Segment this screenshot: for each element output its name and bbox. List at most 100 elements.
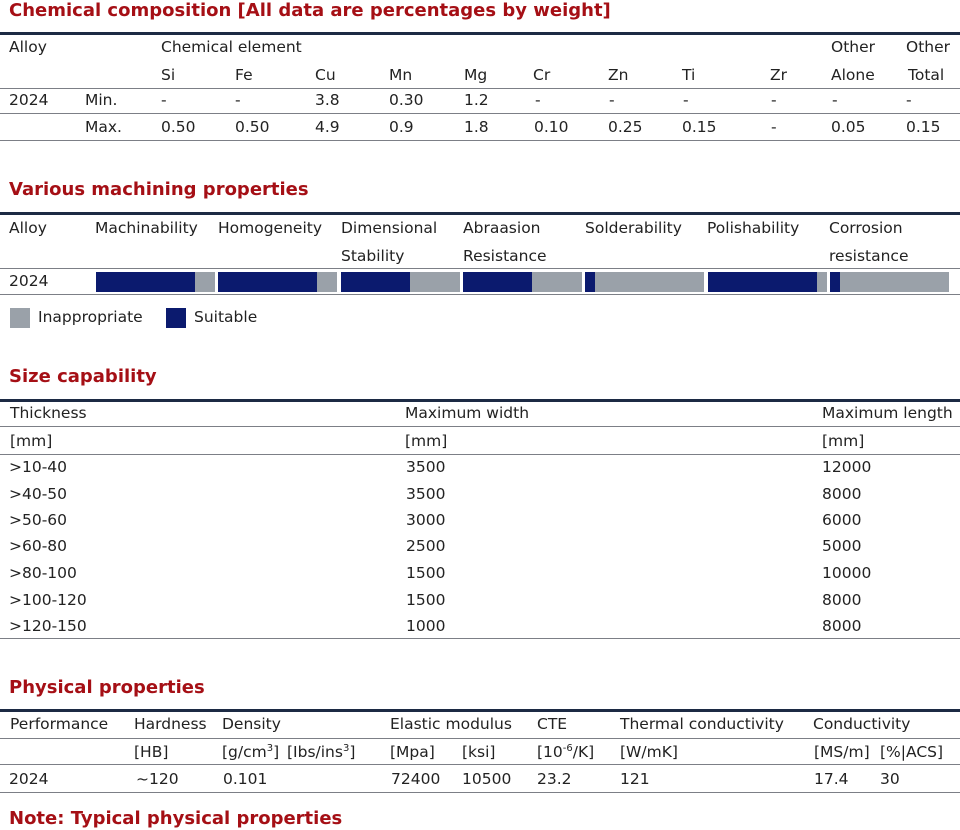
physical-unit-rule bbox=[0, 764, 960, 765]
chem-min-cr: - bbox=[535, 91, 541, 109]
physical-value-hardness: ~120 bbox=[136, 770, 179, 788]
physical-bottom-rule bbox=[0, 792, 960, 793]
legend-inappropriate-swatch bbox=[10, 308, 30, 328]
cte-unit-exp: -6 bbox=[562, 743, 573, 754]
size-unit-thickness: [mm] bbox=[10, 432, 53, 450]
size-row-4-width: 2500 bbox=[406, 537, 446, 555]
machining-alloy: 2024 bbox=[9, 272, 49, 290]
note-text: Note: Typical physical properties bbox=[9, 808, 343, 829]
chem-other-total-2: Total bbox=[908, 66, 945, 84]
size-row-4-thickness: >60-80 bbox=[9, 537, 68, 555]
cte-unit-end: /K] bbox=[572, 743, 595, 761]
size-row-7-width: 1000 bbox=[406, 617, 446, 635]
chem-min-label: Min. bbox=[85, 91, 118, 109]
physical-header-rule bbox=[0, 738, 960, 739]
chem-min-si: - bbox=[161, 91, 167, 109]
chem-element-zr: Zr bbox=[770, 66, 787, 84]
chem-max-mg: 1.8 bbox=[464, 118, 489, 136]
bar-dimensional-stability bbox=[341, 272, 460, 292]
chem-max-zn: 0.25 bbox=[608, 118, 643, 136]
chem-element-fe: Fe bbox=[235, 66, 253, 84]
chem-max-zr: - bbox=[771, 118, 777, 136]
physical-value-elastic-mpa: 72400 bbox=[391, 770, 441, 788]
density-metric-exp: 3 bbox=[266, 743, 274, 754]
bar-machinability bbox=[96, 272, 215, 292]
chem-element-cu: Cu bbox=[315, 66, 336, 84]
physical-header-cte: CTE bbox=[537, 715, 568, 733]
chem-min-zr: - bbox=[771, 91, 777, 109]
physical-value-elastic-ksi: 10500 bbox=[462, 770, 512, 788]
chem-min-fe: - bbox=[235, 91, 241, 109]
chem-min-cu: 3.8 bbox=[315, 91, 340, 109]
size-unit-rule bbox=[0, 454, 960, 455]
chem-element-zn: Zn bbox=[608, 66, 629, 84]
size-title: Size capability bbox=[9, 366, 157, 387]
machining-header-corrosion: Corrosion bbox=[829, 219, 903, 237]
cte-unit-base: [10 bbox=[537, 743, 563, 761]
bar-solderability-fill bbox=[585, 272, 595, 292]
physical-unit-cte: [10-6/K] bbox=[537, 743, 594, 761]
chem-min-other-total: - bbox=[906, 91, 912, 109]
size-row-5-width: 1500 bbox=[406, 564, 446, 582]
legend-suitable-label: Suitable bbox=[194, 308, 258, 326]
size-row-3-thickness: >50-60 bbox=[9, 511, 68, 529]
size-header-length: Maximum length bbox=[822, 404, 953, 422]
chem-max-cu: 4.9 bbox=[315, 118, 340, 136]
bar-corrosion-resistance bbox=[830, 272, 949, 292]
size-row-7-length: 8000 bbox=[822, 617, 862, 635]
physical-value-density: 0.101 bbox=[223, 770, 268, 788]
bar-polishability-fill bbox=[708, 272, 818, 292]
physical-header-performance: Performance bbox=[10, 715, 109, 733]
chem-other-total-1: Other bbox=[906, 38, 951, 56]
chem-max-fe: 0.50 bbox=[235, 118, 270, 136]
chem-other-alone-2: Alone bbox=[831, 66, 875, 84]
chem-element-ti: Ti bbox=[682, 66, 696, 84]
chem-element-cr: Cr bbox=[533, 66, 551, 84]
physical-unit-density-imperial: [Ibs/ins3] bbox=[287, 743, 355, 761]
machining-alloy-header: Alloy bbox=[9, 219, 47, 237]
bar-abraasion-resistance-fill bbox=[463, 272, 533, 292]
physical-unit-density-metric: [g/cm3] bbox=[222, 743, 279, 761]
chem-alloy-header: Alloy bbox=[9, 38, 47, 56]
size-row-6-width: 1500 bbox=[406, 591, 446, 609]
size-row-2-width: 3500 bbox=[406, 485, 446, 503]
physical-header-density: Density bbox=[222, 715, 281, 733]
physical-unit-elastic-mpa: [Mpa] bbox=[390, 743, 435, 761]
legend-suitable-swatch bbox=[166, 308, 186, 328]
machining-header-polishability: Polishability bbox=[707, 219, 800, 237]
machining-row-rule bbox=[0, 294, 960, 295]
chem-min-zn: - bbox=[609, 91, 615, 109]
machining-header-rule bbox=[0, 268, 960, 269]
chem-header-rule bbox=[0, 88, 960, 89]
chem-min-mn: 0.30 bbox=[389, 91, 424, 109]
bar-solderability bbox=[585, 272, 704, 292]
size-row-6-length: 8000 bbox=[822, 591, 862, 609]
machining-header-abraasion: Abraasion bbox=[463, 219, 541, 237]
physical-header-hardness: Hardness bbox=[134, 715, 207, 733]
size-row-6-thickness: >100-120 bbox=[9, 591, 87, 609]
chem-min-mg: 1.2 bbox=[464, 91, 489, 109]
size-header-rule bbox=[0, 426, 960, 427]
density-imperial-exp: 3 bbox=[342, 743, 350, 754]
physical-unit-elastic-ksi: [ksi] bbox=[462, 743, 496, 761]
chem-max-label: Max. bbox=[85, 118, 122, 136]
size-row-2-length: 8000 bbox=[822, 485, 862, 503]
bar-polishability bbox=[708, 272, 827, 292]
chem-row-rule bbox=[0, 113, 960, 114]
physical-value-cte: 23.2 bbox=[537, 770, 572, 788]
physical-value-conductivity-ms: 17.4 bbox=[814, 770, 849, 788]
chem-max-other-total: 0.15 bbox=[906, 118, 941, 136]
chem-element-si: Si bbox=[161, 66, 176, 84]
size-unit-width: [mm] bbox=[405, 432, 448, 450]
physical-unit-thermal: [W/mK] bbox=[620, 743, 678, 761]
size-row-1-thickness: >10-40 bbox=[9, 458, 68, 476]
chem-element-mn: Mn bbox=[389, 66, 413, 84]
density-metric-end: ] bbox=[273, 743, 280, 761]
machining-header-dimensional: Dimensional bbox=[341, 219, 438, 237]
physical-value-conductivity-iacs: 30 bbox=[880, 770, 900, 788]
physical-header-conductivity: Conductivity bbox=[813, 715, 911, 733]
size-header-width: Maximum width bbox=[405, 404, 530, 422]
size-row-4-length: 5000 bbox=[822, 537, 862, 555]
chem-top-rule bbox=[0, 32, 960, 35]
bar-machinability-fill bbox=[96, 272, 195, 292]
